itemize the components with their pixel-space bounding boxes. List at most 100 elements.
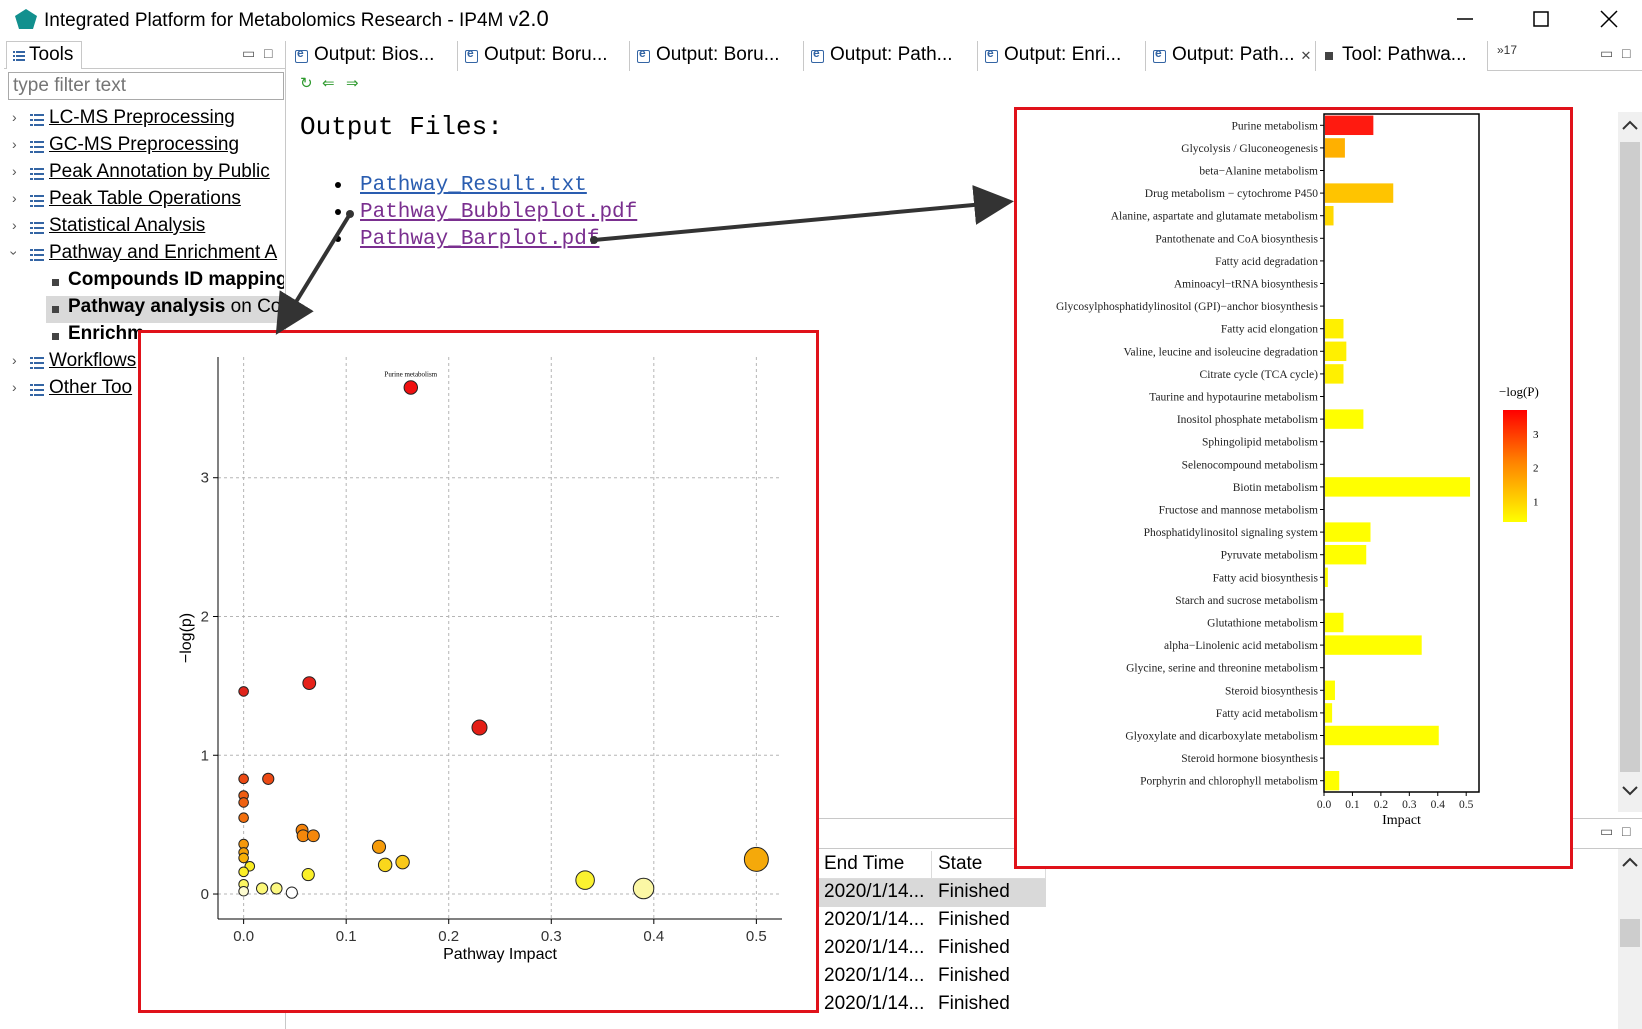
editor-icon bbox=[295, 46, 308, 63]
tree-item-label[interactable]: Other Too bbox=[49, 377, 133, 398]
tree-item-label[interactable]: Pathway and Enrichment A bbox=[49, 242, 278, 263]
chevron-right-icon[interactable]: › bbox=[12, 109, 17, 125]
panel-maximize-icon[interactable]: □ bbox=[264, 45, 273, 61]
cell-state[interactable]: Finished bbox=[938, 909, 1010, 930]
tab-output-path-1[interactable]: Output: Path... bbox=[804, 41, 978, 71]
cell-end-time[interactable]: 2020/1/14... bbox=[824, 965, 925, 986]
minimize-icon[interactable] bbox=[1452, 6, 1478, 32]
scroll-up-icon[interactable] bbox=[1621, 118, 1639, 132]
tool-node-icon bbox=[52, 279, 59, 286]
chevron-right-icon[interactable]: › bbox=[12, 163, 17, 179]
tree-item-label[interactable]: Workflows bbox=[49, 350, 137, 371]
cell-state[interactable]: Finished bbox=[938, 965, 1010, 986]
cell-end-time[interactable]: 2020/1/14... bbox=[824, 881, 925, 902]
x-tick-label: 0.3 bbox=[541, 928, 562, 945]
bullet bbox=[335, 209, 341, 215]
tree-item-gc-ms[interactable]: › GC-MS Preprocessing bbox=[4, 134, 284, 161]
bubble-point bbox=[238, 812, 249, 824]
tree-item-other-tools[interactable]: › Other Too bbox=[4, 377, 284, 404]
tree-subitem-compounds-id[interactable]: Compounds ID mapping bbox=[4, 269, 284, 296]
refresh-icon[interactable]: ↻ bbox=[300, 75, 313, 92]
tree-subitem-enrichment[interactable]: Enrichm bbox=[4, 323, 284, 350]
subitem-bold: Enrichm bbox=[68, 323, 145, 344]
y-tick-label: 0 bbox=[201, 886, 209, 903]
tab-output-boru-1[interactable]: Output: Boru... bbox=[458, 41, 630, 71]
task-panel-minimize-icon[interactable]: ▭ bbox=[1600, 823, 1614, 839]
cell-state[interactable]: Finished bbox=[938, 881, 1010, 902]
forward-arrow-icon[interactable]: ⇒ bbox=[346, 75, 359, 92]
tree-item-pathway-enrichment[interactable]: › Pathway and Enrichment A bbox=[4, 242, 284, 269]
chevron-right-icon[interactable]: › bbox=[12, 136, 17, 152]
chevron-right-icon[interactable]: › bbox=[12, 379, 17, 395]
tab-output-enri[interactable]: Output: Enri... bbox=[978, 41, 1146, 71]
list-icon bbox=[30, 384, 44, 396]
editor-minimize-icon[interactable]: ▭ bbox=[1600, 45, 1614, 61]
chevron-right-icon[interactable]: › bbox=[12, 190, 17, 206]
bar bbox=[1325, 567, 1328, 588]
cell-state[interactable]: Finished bbox=[938, 993, 1010, 1014]
task-panel-header: ▭ □ bbox=[288, 819, 1642, 849]
content-scrollbar[interactable] bbox=[1618, 112, 1642, 812]
bubble-point bbox=[302, 676, 317, 690]
tree-item-lc-ms[interactable]: › LC-MS Preprocessing bbox=[4, 107, 284, 134]
tree-item-peak-table[interactable]: › Peak Table Operations bbox=[4, 188, 284, 215]
tree-subitem-pathway-analysis[interactable]: Pathway analysis on Con bbox=[46, 296, 284, 323]
tab-output-bios[interactable]: Output: Bios... bbox=[288, 41, 458, 71]
file-link-barplot[interactable]: Pathway_Barplot.pdf bbox=[360, 228, 600, 251]
panel-minimize-icon[interactable]: ▭ bbox=[242, 45, 256, 61]
task-panel-maximize-icon[interactable]: □ bbox=[1622, 823, 1631, 839]
tools-tab[interactable]: Tools bbox=[6, 41, 83, 69]
bar-category-label: Glyoxylate and dicarboxylate metabolism bbox=[1125, 731, 1318, 743]
maximize-icon[interactable] bbox=[1528, 6, 1554, 32]
bar-category-label: Drug metabolism − cytochrome P450 bbox=[1145, 188, 1318, 200]
cell-end-time[interactable]: 2020/1/14... bbox=[824, 909, 925, 930]
tab-close-icon[interactable]: ✕ bbox=[1300, 48, 1312, 63]
tree-subitem-label[interactable]: Enrichm bbox=[68, 323, 144, 345]
bar-category-label: Sphingolipid metabolism bbox=[1202, 437, 1318, 449]
back-arrow-icon[interactable]: ⇐ bbox=[322, 75, 335, 92]
column-header-end-time[interactable]: End Time bbox=[818, 851, 932, 879]
bar-category-label: Steroid hormone biosynthesis bbox=[1181, 753, 1318, 765]
chevron-down-icon[interactable]: › bbox=[6, 250, 23, 256]
scrollbar-thumb[interactable] bbox=[1620, 142, 1640, 772]
scroll-down-icon[interactable] bbox=[1621, 784, 1639, 798]
bar-category-label: Glycolysis / Gluconeogenesis bbox=[1181, 143, 1318, 155]
table-row-selected-highlight[interactable] bbox=[818, 879, 1046, 907]
chevron-right-icon[interactable]: › bbox=[12, 217, 17, 233]
tab-overflow-chevron[interactable]: »17 bbox=[1497, 43, 1518, 57]
bubble-point bbox=[301, 868, 315, 882]
file-link-bubbleplot[interactable]: Pathway_Bubbleplot.pdf bbox=[360, 201, 638, 224]
tree-item-label[interactable]: Peak Table Operations bbox=[49, 188, 241, 209]
tree-item-label[interactable]: Peak Annotation by Public bbox=[49, 161, 270, 182]
chevron-right-icon[interactable]: › bbox=[12, 352, 17, 368]
tree-subitem-label[interactable]: Compounds ID mapping bbox=[68, 269, 284, 291]
close-icon[interactable] bbox=[1596, 6, 1622, 32]
tree-item-workflows[interactable]: › Workflows bbox=[4, 350, 284, 377]
tree-item-label[interactable]: Statistical Analysis bbox=[49, 215, 206, 236]
bubbleplot-figure: 0.0 0.1 0.2 0.3 0.4 0.5 0 1 2 3 Pathway Impact −log… bbox=[138, 330, 819, 1013]
tab-output-path-active[interactable]: Output: Path... ✕ bbox=[1146, 41, 1316, 71]
file-link-result[interactable]: Pathway_Result.txt bbox=[360, 174, 587, 197]
bar bbox=[1325, 341, 1347, 362]
scrollbar-thumb[interactable] bbox=[1620, 919, 1640, 947]
tab-tool-pathwa[interactable]: Tool: Pathwa... bbox=[1316, 41, 1488, 71]
cell-state[interactable]: Finished bbox=[938, 937, 1010, 958]
cell-end-time[interactable]: 2020/1/14... bbox=[824, 937, 925, 958]
x-tick-label: 0.4 bbox=[643, 928, 664, 945]
cell-end-time[interactable]: 2020/1/14... bbox=[824, 993, 925, 1014]
tab-output-boru-2[interactable]: Output: Boru... bbox=[630, 41, 804, 71]
tree-item-label[interactable]: LC-MS Preprocessing bbox=[49, 107, 235, 128]
editor-maximize-icon[interactable]: □ bbox=[1622, 45, 1631, 61]
task-panel-scrollbar[interactable] bbox=[1618, 849, 1642, 1029]
y-axis-label: −log(p) bbox=[178, 613, 195, 663]
scroll-up-icon[interactable] bbox=[1621, 855, 1639, 869]
tree-item-peak-annotation[interactable]: › Peak Annotation by Public bbox=[4, 161, 284, 188]
tree-item-label[interactable]: GC-MS Preprocessing bbox=[49, 134, 240, 155]
window-title: Integrated Platform for Metabolomics Res… bbox=[44, 6, 549, 32]
tree-subitem-label[interactable]: Pathway analysis on Con bbox=[68, 296, 284, 318]
bar bbox=[1325, 612, 1344, 633]
tools-filter-input[interactable] bbox=[8, 72, 284, 100]
tree-item-statistical[interactable]: › Statistical Analysis bbox=[4, 215, 284, 242]
x-tick-label: 0.3 bbox=[1402, 799, 1417, 811]
bubble-point bbox=[403, 380, 419, 395]
